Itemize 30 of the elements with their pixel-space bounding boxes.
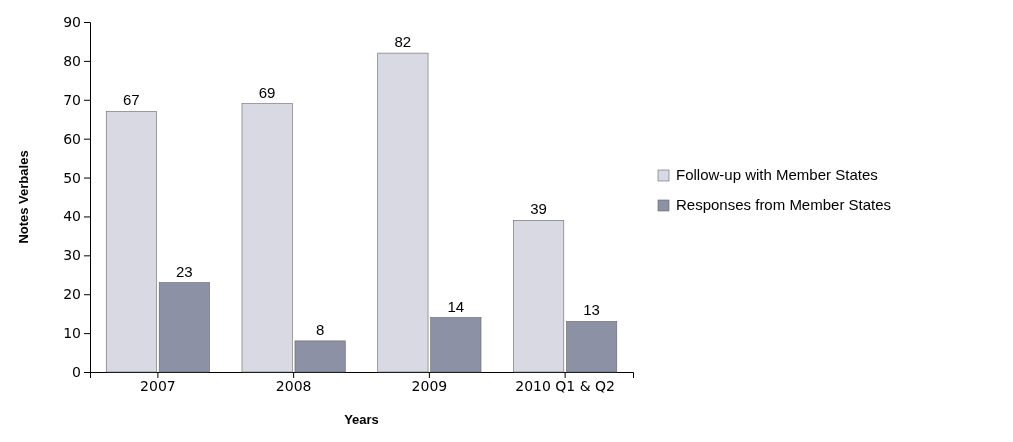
y-axis-title: Notes Verbales [16, 150, 31, 244]
bar [158, 282, 210, 373]
legend-label: Responses from Member States [676, 196, 892, 213]
data-label: 67 [123, 91, 140, 109]
x-tick-label: 2007 [140, 377, 176, 394]
x-tick-label: 2008 [275, 377, 312, 394]
y-tick-label: 30 [63, 247, 81, 264]
y-tick-label: 70 [63, 91, 81, 108]
y-tick-label: 40 [63, 208, 81, 225]
data-label: 8 [315, 320, 325, 338]
y-tick-label: 60 [63, 130, 81, 147]
legend-label: Follow-up with Member States [676, 166, 878, 183]
data-label: 14 [447, 297, 465, 315]
y-tick-label: 80 [63, 52, 81, 69]
data-label: 82 [394, 33, 412, 51]
bar [566, 321, 618, 373]
data-label: 13 [583, 301, 600, 319]
y-tick-label: 20 [63, 286, 81, 303]
y-tick-label: 50 [63, 169, 81, 186]
bar [105, 111, 157, 373]
data-label: 69 [258, 83, 276, 101]
y-tick-label: 0 [72, 363, 81, 380]
data-label: 23 [176, 262, 193, 280]
y-tick-label: 90 [63, 13, 81, 30]
y-tick-label: 10 [63, 325, 81, 342]
data-label: 39 [530, 200, 547, 218]
x-tick-label: 2009 [411, 377, 448, 394]
x-axis-title: Years [344, 412, 379, 427]
x-tick-label: 2010 Q1 & Q2 [515, 377, 615, 394]
bar [513, 220, 565, 373]
